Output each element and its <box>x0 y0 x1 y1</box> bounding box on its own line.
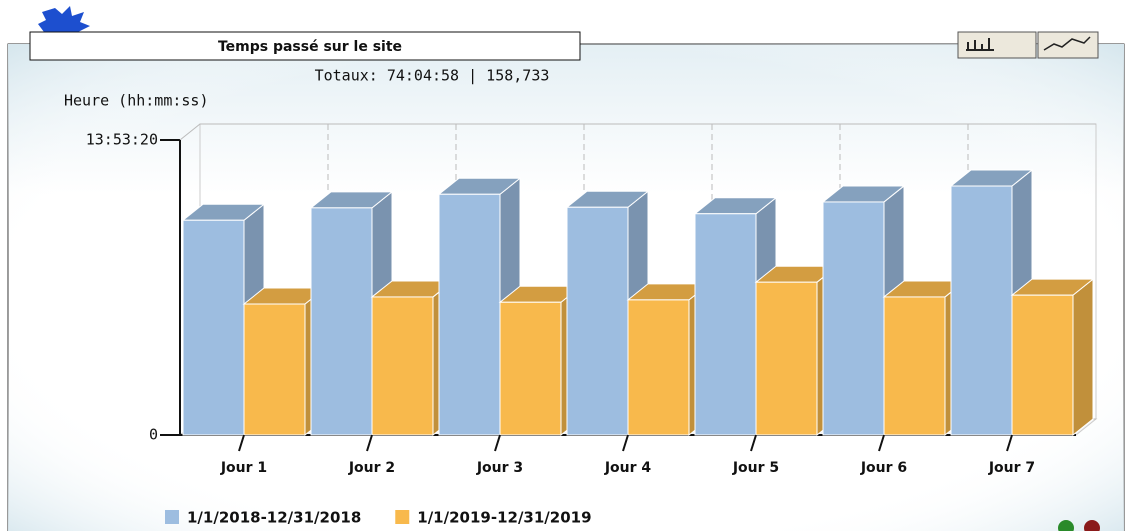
legend-swatch <box>165 510 179 524</box>
bar <box>310 207 373 436</box>
bar <box>883 296 946 436</box>
x-tick-label: Jour 3 <box>476 460 523 476</box>
bar-side <box>1072 278 1094 437</box>
bar <box>822 201 885 436</box>
x-tick <box>622 434 629 452</box>
grid-line <box>179 123 1096 141</box>
bar <box>182 219 245 436</box>
x-tick-label: Jour 2 <box>348 460 395 476</box>
bar <box>627 299 690 436</box>
title-box <box>29 31 581 61</box>
y-axis-label: Heure (hh:mm:ss) <box>64 92 209 110</box>
bar <box>371 296 434 436</box>
logo-icon <box>38 6 90 32</box>
x-tick-label: Jour 4 <box>604 460 652 476</box>
x-tick <box>366 434 373 452</box>
x-tick <box>878 434 885 452</box>
x-tick <box>1006 434 1013 452</box>
view-buttons[interactable] <box>957 31 1099 59</box>
legend-label: 1/1/2019-12/31/2019 <box>417 509 591 527</box>
bar <box>1011 294 1074 436</box>
legend-swatch <box>395 510 410 524</box>
x-tick-label: Jour 5 <box>732 460 779 476</box>
status-dot <box>1058 520 1074 531</box>
bar-view-button[interactable] <box>957 31 1037 59</box>
x-tick-label: Jour 1 <box>220 460 267 476</box>
x-tick-label: Jour 6 <box>860 460 907 476</box>
bar <box>950 185 1013 436</box>
bar <box>438 193 501 436</box>
bar <box>755 281 818 436</box>
legend-label: 1/1/2018-12/31/2018 <box>187 509 361 527</box>
status-dot <box>1084 520 1100 531</box>
chart-title: Temps passé sur le site <box>218 39 402 55</box>
y-tick-label: 13:53:20 <box>86 131 158 149</box>
x-tick <box>494 434 501 452</box>
x-tick <box>750 434 757 452</box>
bar <box>694 213 757 436</box>
y-tick-label: 0 <box>149 426 158 444</box>
x-tick <box>238 434 245 452</box>
line-view-button[interactable] <box>1037 31 1099 59</box>
bar <box>566 206 629 436</box>
bar <box>499 301 562 436</box>
bar <box>243 303 306 436</box>
subtitle: Totaux: 74:04:58 | 158,733 <box>315 67 550 85</box>
x-tick-label: Jour 7 <box>988 460 1035 476</box>
